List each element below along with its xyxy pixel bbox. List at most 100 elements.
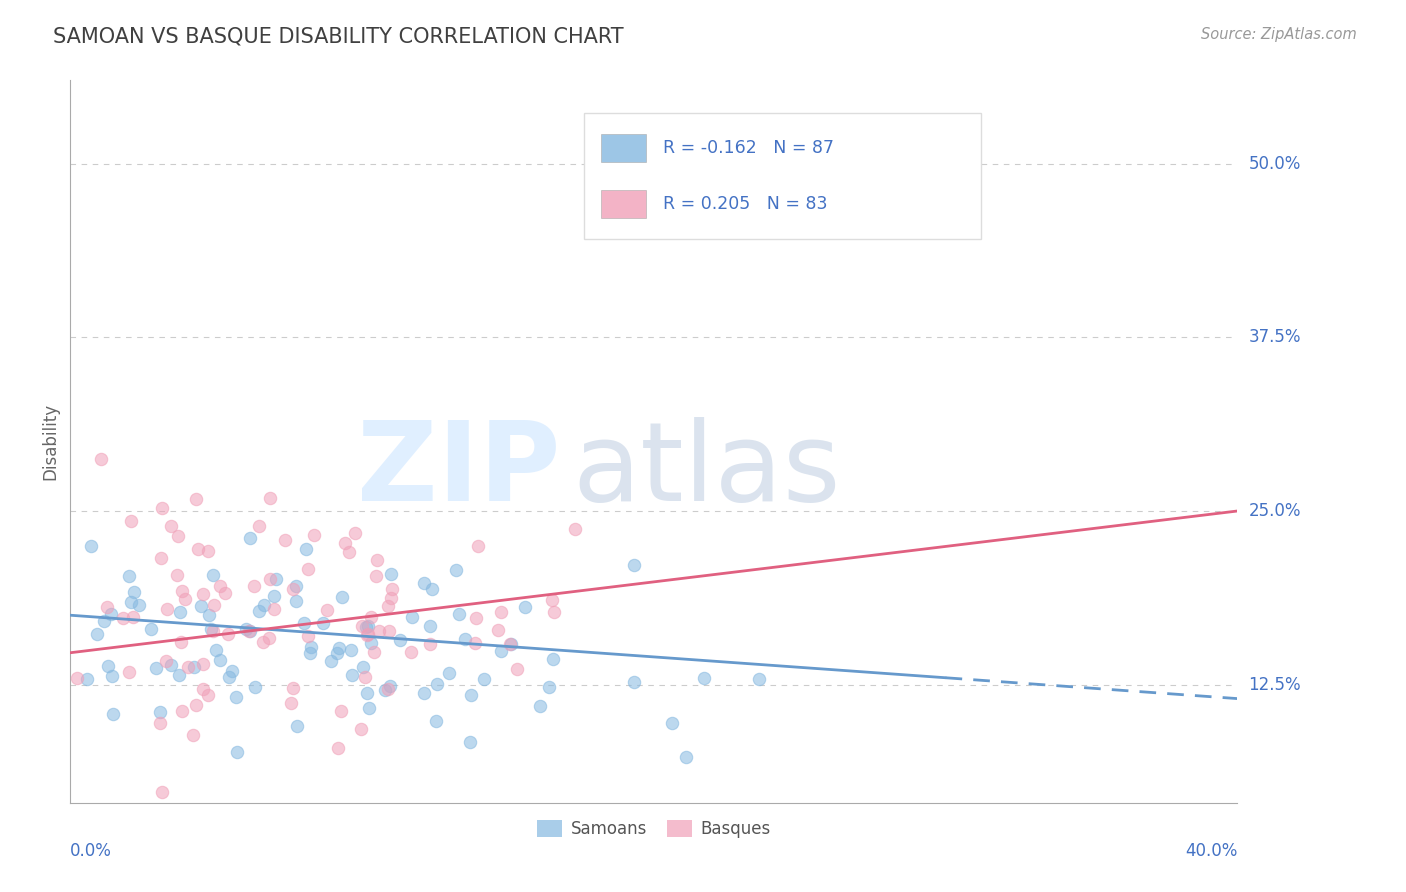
Point: [150, 785, 173, 799]
Point: [675, 750, 697, 764]
Point: [177, 659, 200, 673]
Point: [458, 735, 481, 749]
Point: [352, 660, 374, 674]
Text: ZIP: ZIP: [357, 417, 561, 524]
Point: [172, 584, 194, 599]
Point: [412, 686, 434, 700]
Point: [380, 567, 402, 582]
Point: [252, 634, 274, 648]
Point: [225, 746, 247, 760]
Point: [472, 672, 495, 686]
Point: [197, 688, 219, 702]
Text: R = -0.162   N = 87: R = -0.162 N = 87: [664, 139, 834, 157]
Point: [205, 642, 228, 657]
Text: R = 0.205   N = 83: R = 0.205 N = 83: [664, 194, 828, 213]
Point: [363, 645, 385, 659]
Point: [366, 553, 388, 567]
Point: [661, 715, 683, 730]
Point: [360, 636, 382, 650]
Point: [333, 535, 356, 549]
Point: [243, 681, 266, 695]
Point: [118, 568, 141, 582]
Point: [623, 675, 645, 690]
Point: [263, 589, 285, 603]
Text: 25.0%: 25.0%: [1249, 502, 1301, 520]
Point: [337, 545, 360, 559]
FancyBboxPatch shape: [602, 190, 645, 218]
Point: [259, 491, 281, 505]
Point: [169, 667, 191, 681]
Point: [187, 541, 209, 556]
Point: [79, 539, 101, 553]
Point: [380, 591, 402, 605]
Text: 12.5%: 12.5%: [1249, 676, 1301, 694]
Point: [312, 615, 335, 630]
Point: [354, 670, 377, 684]
Point: [364, 569, 387, 583]
Point: [420, 582, 443, 597]
Point: [437, 666, 460, 681]
Point: [149, 715, 172, 730]
Point: [419, 619, 441, 633]
Point: [381, 582, 404, 596]
Point: [190, 599, 212, 613]
Text: 0.0%: 0.0%: [70, 842, 112, 860]
Point: [357, 619, 380, 633]
Point: [124, 585, 146, 599]
Point: [202, 598, 225, 612]
Point: [340, 643, 363, 657]
Point: [343, 525, 366, 540]
Point: [118, 665, 141, 679]
Point: [378, 624, 401, 638]
Point: [329, 704, 352, 718]
Point: [529, 698, 551, 713]
Point: [499, 637, 522, 651]
Point: [103, 706, 125, 721]
Point: [274, 533, 297, 547]
Point: [97, 659, 120, 673]
Point: [201, 624, 224, 638]
Point: [90, 452, 112, 467]
Point: [299, 646, 322, 660]
Point: [284, 579, 307, 593]
Point: [100, 607, 122, 621]
Point: [191, 587, 214, 601]
Point: [253, 598, 276, 612]
Point: [66, 671, 89, 685]
Point: [128, 599, 150, 613]
Point: [506, 662, 529, 676]
Point: [247, 519, 270, 533]
Point: [360, 609, 382, 624]
Point: [356, 686, 378, 700]
Point: [247, 604, 270, 618]
Point: [623, 558, 645, 573]
Point: [76, 672, 98, 686]
Point: [541, 593, 564, 607]
Point: [486, 623, 509, 637]
Point: [166, 529, 188, 543]
Text: 37.5%: 37.5%: [1249, 328, 1301, 346]
Point: [238, 624, 260, 638]
Point: [198, 607, 221, 622]
Point: [489, 605, 512, 619]
Point: [173, 591, 195, 606]
Y-axis label: Disability: Disability: [41, 403, 59, 480]
Point: [264, 572, 287, 586]
Point: [121, 610, 143, 624]
Point: [155, 654, 177, 668]
Point: [326, 646, 349, 660]
Point: [150, 500, 173, 515]
Point: [543, 605, 565, 619]
Point: [467, 539, 489, 553]
Point: [200, 622, 222, 636]
Point: [217, 627, 239, 641]
Point: [283, 681, 305, 695]
Point: [401, 610, 423, 624]
Point: [295, 542, 318, 557]
Point: [460, 688, 482, 702]
Point: [156, 602, 179, 616]
Point: [285, 719, 308, 733]
Point: [197, 544, 219, 558]
Point: [209, 579, 232, 593]
Text: atlas: atlas: [572, 417, 841, 524]
